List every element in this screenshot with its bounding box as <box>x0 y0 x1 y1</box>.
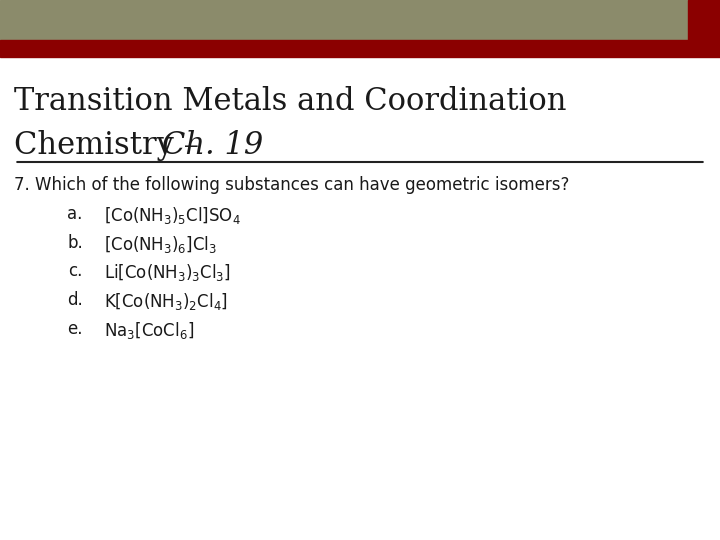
Text: Chemistry –: Chemistry – <box>14 130 209 160</box>
Text: [Co(NH$_3$)$_6$]Cl$_3$: [Co(NH$_3$)$_6$]Cl$_3$ <box>104 234 217 255</box>
Text: b.: b. <box>67 234 83 252</box>
Text: 7. Which of the following substances can have geometric isomers?: 7. Which of the following substances can… <box>14 176 570 193</box>
Text: Transition Metals and Coordination: Transition Metals and Coordination <box>14 86 567 117</box>
Text: K[Co(NH$_3$)$_2$Cl$_4$]: K[Co(NH$_3$)$_2$Cl$_4$] <box>104 291 228 312</box>
Text: Li[Co(NH$_3$)$_3$Cl$_3$]: Li[Co(NH$_3$)$_3$Cl$_3$] <box>104 262 231 284</box>
Text: Na$_3$[CoCl$_6$]: Na$_3$[CoCl$_6$] <box>104 320 194 341</box>
Text: Ch. 19: Ch. 19 <box>162 130 264 160</box>
Text: [Co(NH$_3$)$_5$Cl]SO$_4$: [Co(NH$_3$)$_5$Cl]SO$_4$ <box>104 205 241 226</box>
Text: c.: c. <box>68 262 83 280</box>
Text: e.: e. <box>67 320 83 338</box>
Text: d.: d. <box>67 291 83 309</box>
Text: a.: a. <box>68 205 83 223</box>
